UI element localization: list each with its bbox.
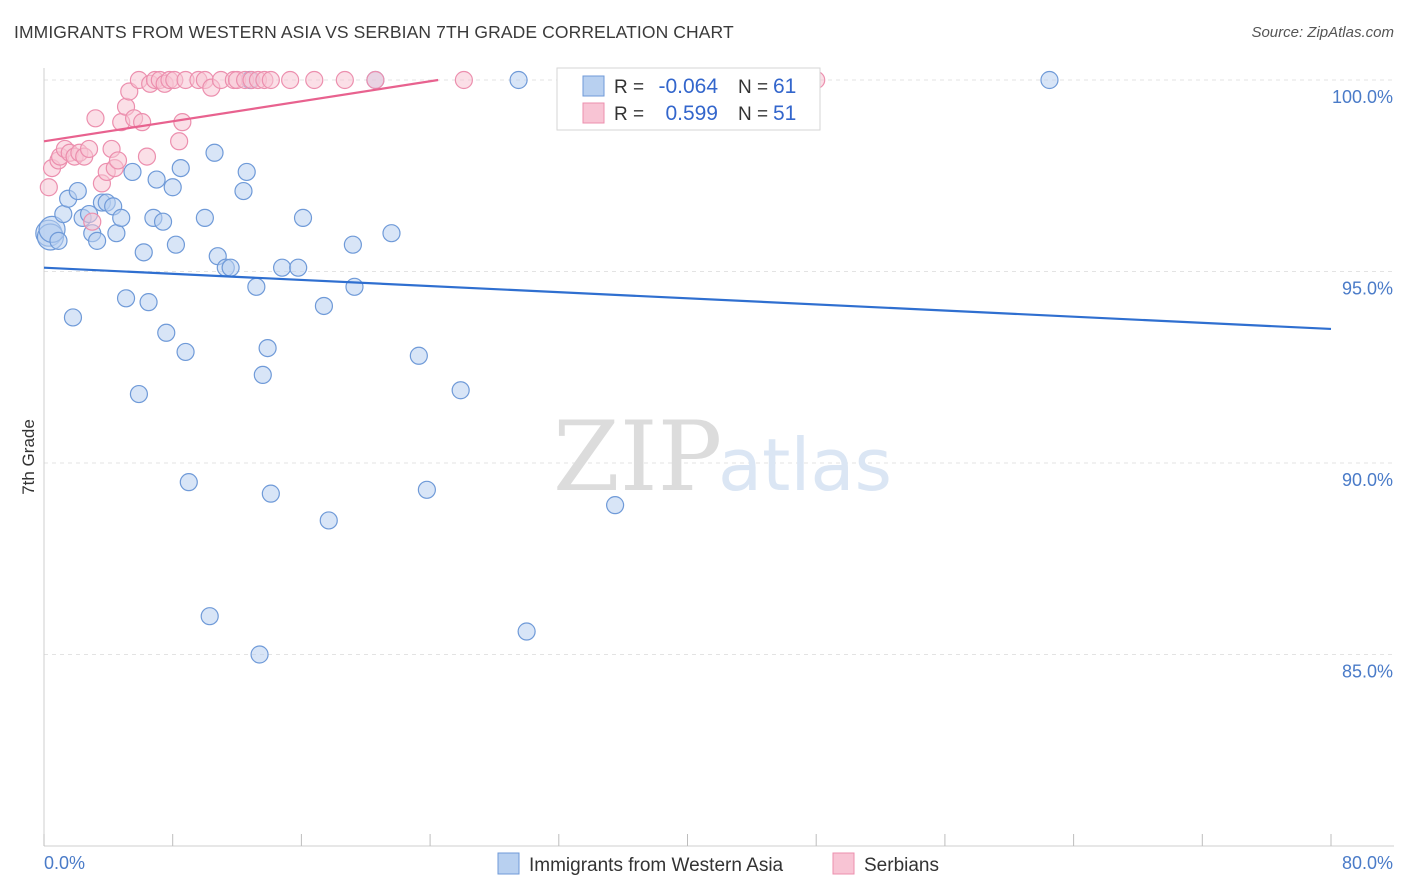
- y-tick-label-3: 85.0%: [1342, 662, 1393, 682]
- y-tick-label-2: 90.0%: [1342, 470, 1393, 490]
- point-serbians-10: [83, 212, 102, 231]
- trend-line-serbians: [43, 78, 439, 143]
- point-western-asia-32: [200, 607, 219, 626]
- point-western-asia-29: [176, 342, 195, 362]
- series-legend: Immigrants from Western Asia Serbians: [497, 852, 939, 876]
- point-western-asia-4: [54, 204, 73, 224]
- point-western-asia-53: [382, 224, 401, 243]
- point-western-asia-18: [123, 162, 142, 182]
- point-western-asia-25: [157, 323, 176, 342]
- point-western-asia-3: [49, 231, 68, 250]
- point-western-asia-36: [221, 258, 240, 277]
- legend-r-label-2: R =: [614, 104, 644, 125]
- legend-r-value-2: 0.599: [665, 102, 718, 125]
- point-western-asia-15: [107, 224, 126, 243]
- point-western-asia-20: [134, 243, 153, 262]
- watermark: ZIP atlas: [553, 401, 892, 513]
- y-tick-label-1: 95.0%: [1342, 279, 1393, 299]
- legend-swatch-blue: [582, 75, 605, 97]
- point-western-asia-23: [147, 170, 166, 189]
- legend-n-label-2: N =: [738, 104, 768, 125]
- trend-lines: [43, 78, 1332, 331]
- point-western-asia-28: [171, 158, 190, 178]
- data-points: [35, 70, 1059, 664]
- x-tick-labels: 0.0% 80.0%: [44, 853, 1393, 873]
- point-serbians-30: [170, 132, 189, 151]
- point-western-asia-27: [166, 235, 186, 254]
- point-western-asia-59: [606, 496, 625, 515]
- point-western-asia-54: [409, 346, 428, 365]
- series-legend-swatch-pink: [832, 852, 855, 875]
- point-western-asia-58: [517, 622, 536, 641]
- series-legend-label-blue: Immigrants from Western Asia: [529, 855, 784, 876]
- point-western-asia-55: [417, 480, 436, 499]
- point-western-asia-21: [139, 293, 158, 312]
- point-serbians-9: [79, 139, 99, 159]
- point-serbians-45: [305, 70, 324, 90]
- point-serbians-22: [133, 113, 152, 132]
- point-western-asia-47: [293, 208, 313, 227]
- point-western-asia-38: [237, 162, 256, 182]
- point-western-asia-43: [258, 339, 277, 358]
- series-legend-label-pink: Serbians: [864, 855, 939, 876]
- point-western-asia-33: [205, 143, 224, 162]
- point-western-asia-30: [179, 473, 198, 492]
- legend-swatch-pink: [582, 102, 605, 124]
- legend-r-label-1: R =: [614, 77, 644, 98]
- y-axis-title: 7th Grade: [19, 419, 38, 495]
- point-western-asia-37: [234, 181, 253, 201]
- point-western-asia-48: [314, 296, 334, 316]
- point-western-asia-57: [509, 70, 528, 90]
- point-serbians-48: [454, 70, 473, 90]
- point-western-asia-24: [153, 212, 173, 231]
- x-tick-label-0: 0.0%: [44, 853, 85, 873]
- point-western-asia-11: [87, 231, 107, 250]
- legend-r-value-1: -0.064: [658, 75, 718, 98]
- point-western-asia-16: [112, 208, 131, 227]
- trend-line-western-asia: [43, 266, 1332, 331]
- point-western-asia-46: [289, 258, 308, 277]
- point-serbians-31: [173, 113, 192, 132]
- point-western-asia-26: [163, 178, 182, 197]
- chart-title: IMMIGRANTS FROM WESTERN ASIA VS SERBIAN …: [14, 22, 734, 42]
- point-western-asia-6: [63, 308, 83, 327]
- point-serbians-44: [281, 70, 300, 90]
- point-western-asia-49: [319, 511, 338, 530]
- point-western-asia-60: [1040, 70, 1059, 90]
- point-western-asia-7: [68, 181, 87, 201]
- watermark-atlas: atlas: [718, 423, 892, 507]
- y-tick-labels: 100.0% 95.0% 90.0% 85.0%: [1332, 87, 1393, 682]
- point-western-asia-50: [343, 235, 362, 254]
- source-credit: Source: ZipAtlas.com: [1251, 24, 1394, 41]
- stats-legend: R = -0.064 N = 61 R = 0.599 N = 51: [556, 67, 821, 131]
- point-western-asia-17: [116, 289, 136, 308]
- legend-n-label-1: N =: [738, 77, 768, 98]
- point-western-asia-45: [272, 258, 292, 277]
- point-western-asia-44: [261, 484, 280, 503]
- watermark-zip: ZIP: [553, 401, 722, 513]
- point-western-asia-41: [250, 645, 269, 664]
- point-serbians-0: [39, 178, 58, 197]
- point-serbians-16: [108, 151, 128, 170]
- point-serbians-43: [261, 70, 280, 90]
- x-tick-label-1: 80.0%: [1342, 853, 1393, 873]
- point-western-asia-19: [129, 384, 149, 404]
- series-legend-swatch-blue: [497, 852, 520, 875]
- point-western-asia-31: [195, 208, 214, 227]
- point-western-asia-56: [451, 381, 470, 400]
- legend-n-value-2: 51: [773, 102, 796, 125]
- axes: [43, 68, 1394, 847]
- point-serbians-11: [86, 109, 105, 128]
- point-serbians-23: [137, 147, 157, 166]
- y-tick-label-0: 100.0%: [1332, 87, 1393, 107]
- point-western-asia-51: [345, 277, 364, 296]
- point-western-asia-40: [247, 277, 266, 296]
- point-serbians-47: [366, 70, 385, 90]
- legend-n-value-1: 61: [773, 75, 796, 98]
- point-serbians-46: [335, 70, 354, 90]
- point-western-asia-42: [253, 365, 272, 385]
